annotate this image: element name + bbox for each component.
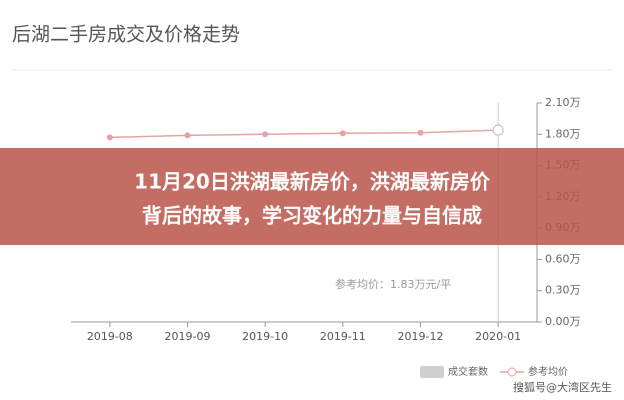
price-point — [417, 129, 424, 136]
chart-title: 后湖二手房成交及价格走势 — [12, 24, 240, 46]
banner-line: 11月20日洪湖最新房价，洪湖最新房价 — [134, 170, 491, 194]
price-line — [109, 129, 499, 139]
legend-swatch-dot — [507, 367, 517, 377]
y-tick-label: 1.80万 — [545, 127, 581, 140]
y-tick-label: 0.00万 — [545, 315, 581, 328]
legend-label: 成交套数 — [448, 365, 488, 378]
y-tick-label: 2.10万 — [545, 96, 581, 109]
banner-line: 背后的故事，学习变化的力量与自信成 — [142, 204, 482, 228]
x-tick-label: 2019-12 — [398, 330, 444, 343]
price-point — [262, 131, 269, 138]
watermark: 搜狐号@大湾区先生 — [513, 380, 612, 394]
x-tick-label: 2019-11 — [320, 330, 366, 343]
x-tick-label: 2019-08 — [87, 330, 133, 343]
legend-label: 参考均价 — [528, 365, 568, 378]
x-tick-label: 2019-09 — [165, 330, 211, 343]
price-point — [492, 124, 504, 136]
banner — [0, 148, 624, 245]
annotation: 参考均价：1.83万元/平 — [335, 277, 451, 291]
legend-swatch — [420, 366, 444, 378]
price-point — [184, 132, 191, 139]
price-point — [106, 134, 113, 141]
x-tick-label: 2019-10 — [242, 330, 288, 343]
y-tick-label: 0.30万 — [545, 284, 581, 297]
y-tick-label: 0.60万 — [545, 252, 581, 265]
price-point — [339, 130, 346, 137]
x-tick-label: 2020-01 — [475, 330, 521, 343]
